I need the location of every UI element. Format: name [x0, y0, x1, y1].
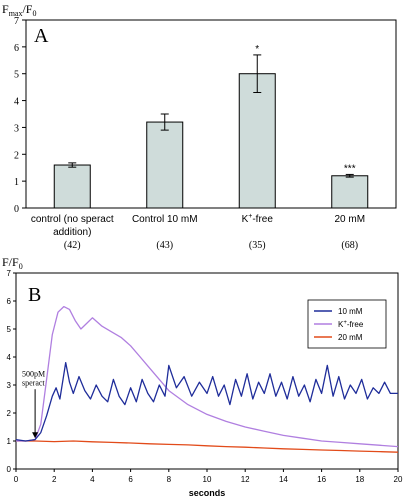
annotation-line1: 500pM: [22, 370, 45, 379]
category-label: K+-free: [242, 213, 274, 225]
panel-a-label: A: [34, 25, 49, 47]
category-n-label: (42): [64, 240, 81, 251]
bar: [238, 73, 276, 209]
y-tick-label: 4: [7, 353, 12, 362]
x-tick-label: 12: [241, 475, 250, 484]
y-tick-label: 2: [14, 150, 19, 161]
y-tick-label: 5: [14, 70, 19, 81]
x-tick-label: 8: [167, 475, 172, 484]
category-label: Control 10 mM: [132, 214, 198, 225]
x-tick-label: 18: [355, 475, 364, 484]
y-tick-label: 1: [14, 177, 19, 188]
category-label-line2: addition): [53, 227, 91, 238]
y-tick-label: 0: [14, 204, 19, 215]
bar: [146, 121, 184, 209]
category-n-label: (43): [156, 240, 173, 251]
x-tick-label: 0: [14, 475, 19, 484]
annotation-line2: speract: [22, 379, 45, 388]
y-tick-label: 1: [7, 437, 12, 446]
x-tick-label: 14: [279, 475, 288, 484]
category-label: control (no speract: [31, 214, 114, 225]
panel-b-ylabel: F/F0: [2, 255, 23, 271]
series-line-20-mm: [16, 440, 399, 453]
significance-marker: *: [255, 44, 259, 55]
y-tick-label: 3: [7, 381, 12, 390]
panel-b-label: B: [28, 284, 41, 306]
series-line-k-free: [16, 305, 399, 448]
y-tick-label: 7: [14, 16, 19, 27]
x-tick-label: 4: [90, 475, 95, 484]
y-tick-label: 5: [7, 325, 12, 334]
bar: [331, 175, 369, 209]
category-n-label: (68): [341, 240, 358, 251]
panel-a-ylabel: Fmax/F0: [2, 2, 36, 18]
series-line-10-mm: [15, 361, 398, 442]
y-tick-label: 2: [7, 409, 12, 418]
y-tick-label: 6: [14, 43, 19, 54]
x-tick-label: 2: [52, 475, 57, 484]
y-tick-label: 0: [7, 465, 12, 474]
significance-marker: ***: [344, 163, 356, 174]
x-tick-label: 16: [317, 475, 326, 484]
x-axis-label: seconds: [189, 488, 226, 498]
legend-label: 20 mM: [338, 333, 363, 342]
panel-a-frame: [25, 19, 397, 209]
y-tick-label: 7: [7, 269, 12, 278]
x-tick-label: 10: [203, 475, 212, 484]
legend-label: 10 mM: [338, 307, 363, 316]
category-n-label: (35): [249, 240, 266, 251]
x-tick-label: 6: [128, 475, 133, 484]
annotation-arrow-head: [32, 432, 39, 439]
bar: [53, 164, 91, 209]
y-tick-label: 6: [7, 297, 12, 306]
x-tick-label: 20: [394, 475, 403, 484]
category-label: 20 mM: [334, 214, 365, 225]
legend-label: K+-free: [338, 320, 364, 329]
y-tick-label: 4: [14, 97, 19, 108]
y-tick-label: 3: [14, 123, 19, 134]
